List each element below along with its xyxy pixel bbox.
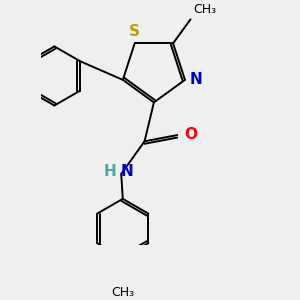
Text: O: O xyxy=(184,127,197,142)
Text: S: S xyxy=(129,24,140,39)
Text: CH₃: CH₃ xyxy=(111,286,134,299)
Text: CH₃: CH₃ xyxy=(194,3,217,16)
Text: N: N xyxy=(120,164,133,179)
Text: H: H xyxy=(104,164,117,179)
Text: N: N xyxy=(190,72,202,87)
